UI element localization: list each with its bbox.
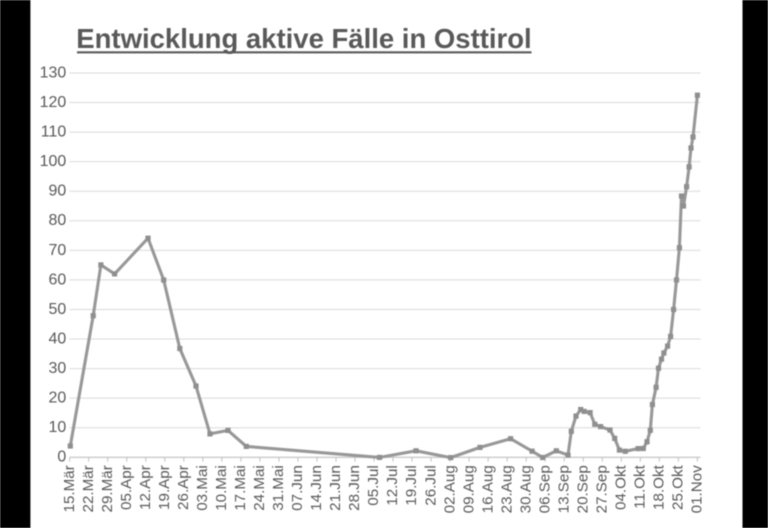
svg-text:60: 60 <box>49 271 67 288</box>
svg-text:16.Aug: 16.Aug <box>479 465 496 513</box>
svg-text:100: 100 <box>40 153 67 170</box>
svg-text:27.Sep: 27.Sep <box>593 465 610 513</box>
svg-text:01.Nov: 01.Nov <box>689 465 706 514</box>
svg-text:10: 10 <box>49 419 67 436</box>
svg-text:30: 30 <box>49 360 67 377</box>
svg-text:29.Mär: 29.Mär <box>99 465 116 512</box>
svg-text:02.Aug: 02.Aug <box>441 465 458 513</box>
svg-text:14.Jun: 14.Jun <box>308 465 325 511</box>
svg-text:80: 80 <box>49 212 67 229</box>
svg-text:26.Apr: 26.Apr <box>175 465 192 510</box>
svg-text:19.Apr: 19.Apr <box>156 465 173 510</box>
svg-text:25.Okt: 25.Okt <box>670 464 687 510</box>
svg-text:04.Okt: 04.Okt <box>612 464 629 510</box>
svg-text:12.Jul: 12.Jul <box>384 465 401 506</box>
svg-text:23.Aug: 23.Aug <box>498 465 515 513</box>
svg-text:110: 110 <box>41 123 67 140</box>
svg-text:19.Jul: 19.Jul <box>403 465 420 506</box>
svg-text:30.Aug: 30.Aug <box>517 465 534 513</box>
svg-text:26.Jul: 26.Jul <box>422 465 439 506</box>
svg-text:50: 50 <box>49 301 67 318</box>
svg-text:12.Apr: 12.Apr <box>137 465 154 510</box>
svg-text:13.Sep: 13.Sep <box>555 465 572 513</box>
svg-text:24.Mai: 24.Mai <box>251 465 268 511</box>
svg-text:07.Jun: 07.Jun <box>289 465 306 511</box>
svg-text:28.Jun: 28.Jun <box>346 465 363 511</box>
svg-text:05.Jul: 05.Jul <box>365 465 382 506</box>
svg-text:15.Mär: 15.Mär <box>61 465 78 512</box>
svg-text:20.Sep: 20.Sep <box>574 465 591 513</box>
svg-text:70: 70 <box>49 242 67 259</box>
svg-text:09.Aug: 09.Aug <box>460 465 477 513</box>
svg-text:18.Okt: 18.Okt <box>651 464 668 510</box>
svg-text:90: 90 <box>49 183 67 200</box>
svg-text:06.Sep: 06.Sep <box>536 465 553 513</box>
svg-text:Entwicklung aktive Fälle in Os: Entwicklung aktive Fälle in Osttirol <box>76 23 531 54</box>
svg-text:17.Mai: 17.Mai <box>232 465 249 511</box>
svg-text:03.Mai: 03.Mai <box>194 465 211 511</box>
svg-text:120: 120 <box>40 94 67 111</box>
svg-text:05.Apr: 05.Apr <box>118 465 135 510</box>
svg-text:21.Jun: 21.Jun <box>327 465 344 511</box>
svg-text:10.Mai: 10.Mai <box>213 465 230 511</box>
svg-text:11.Okt: 11.Okt <box>632 464 649 508</box>
svg-text:20: 20 <box>49 390 67 407</box>
svg-text:22.Mär: 22.Mär <box>80 465 97 512</box>
svg-text:40: 40 <box>49 330 67 347</box>
svg-text:0: 0 <box>57 449 66 466</box>
svg-text:31.Mai: 31.Mai <box>270 465 287 511</box>
svg-text:130: 130 <box>40 64 67 81</box>
